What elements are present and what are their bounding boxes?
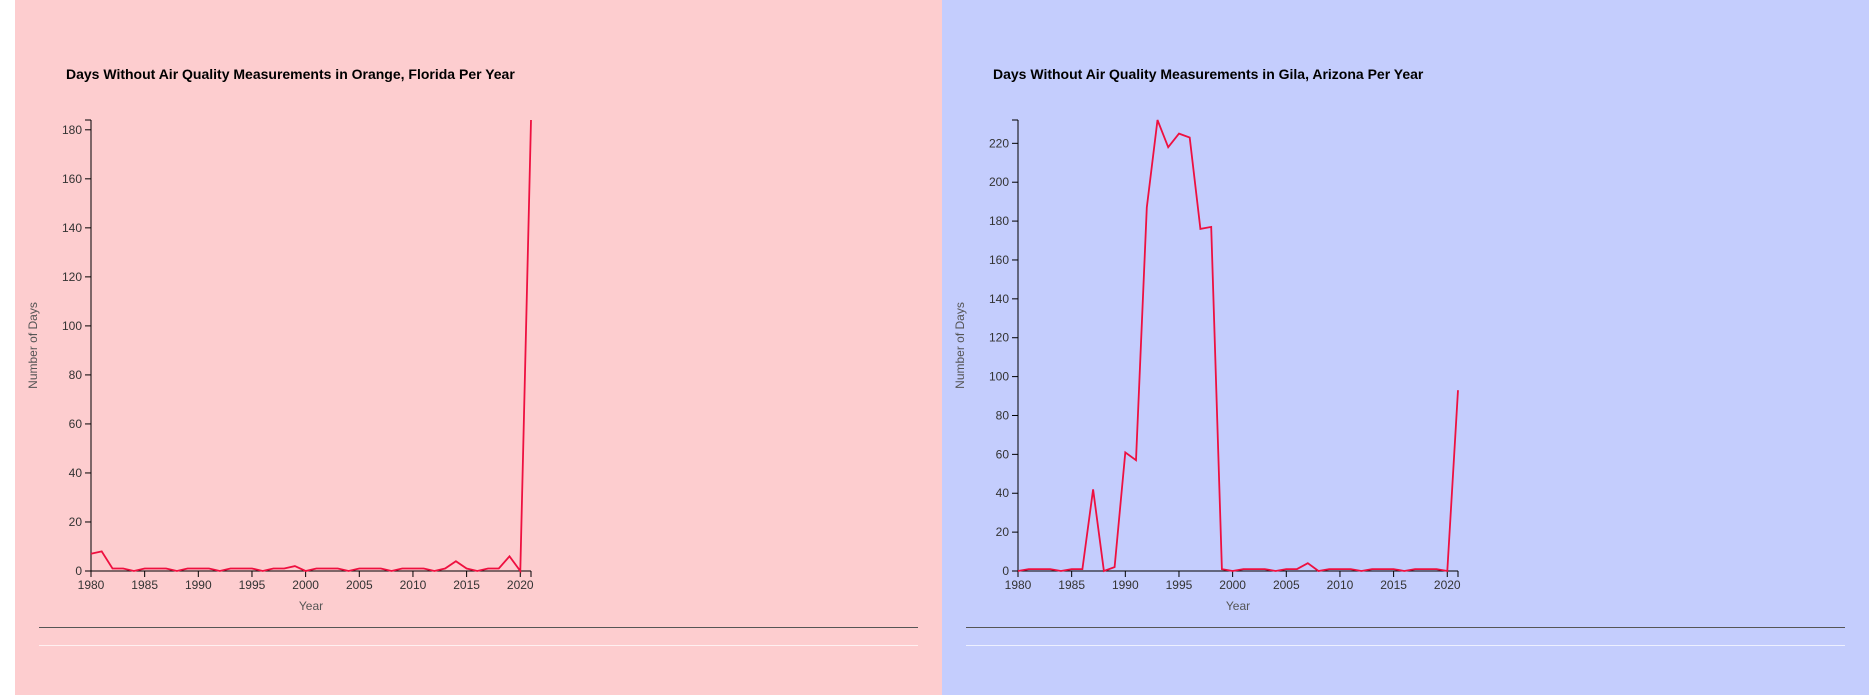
y-tick-label: 200 <box>989 175 1009 189</box>
chart-panel-gila: Days Without Air Quality Measurements in… <box>942 0 1869 695</box>
divider <box>39 627 918 628</box>
x-tick-label: 1985 <box>131 578 158 592</box>
y-tick-label: 180 <box>989 214 1009 228</box>
x-tick-label: 1980 <box>1005 578 1032 592</box>
y-tick-label: 40 <box>69 466 83 480</box>
y-tick-label: 160 <box>989 253 1009 267</box>
data-line <box>90 119 532 574</box>
x-tick-label: 1995 <box>239 578 266 592</box>
y-tick-label: 0 <box>75 564 82 578</box>
y-tick-label: 140 <box>62 221 82 235</box>
x-tick-label: 2000 <box>292 578 319 592</box>
y-tick-label: 60 <box>996 447 1010 461</box>
data-line <box>1017 119 1459 573</box>
y-tick-label: 220 <box>989 136 1009 150</box>
y-tick-label: 120 <box>62 270 82 284</box>
x-axis-label: Year <box>1226 599 1250 613</box>
y-tick-label: 180 <box>62 123 82 137</box>
x-axis-label: Year <box>299 599 323 613</box>
divider-light <box>39 645 918 646</box>
x-tick-label: 2005 <box>346 578 373 592</box>
y-tick-label: 80 <box>69 368 83 382</box>
x-tick-label: 2015 <box>1380 578 1407 592</box>
y-tick-label: 20 <box>996 525 1010 539</box>
y-tick-label: 100 <box>989 370 1009 384</box>
y-tick-label: 100 <box>62 319 82 333</box>
chart-title: Days Without Air Quality Measurements in… <box>66 66 515 82</box>
y-tick-label: 140 <box>989 292 1009 306</box>
y-tick-label: 20 <box>69 515 83 529</box>
y-tick-label: 60 <box>69 417 83 431</box>
x-tick-label: 1990 <box>185 578 212 592</box>
x-tick-label: 1980 <box>78 578 105 592</box>
x-tick-label: 1995 <box>1166 578 1193 592</box>
y-tick-label: 80 <box>996 408 1010 422</box>
x-tick-label: 2005 <box>1273 578 1300 592</box>
x-tick-label: 2020 <box>1434 578 1461 592</box>
x-tick-label: 2015 <box>453 578 480 592</box>
divider-light <box>966 645 1845 646</box>
y-tick-label: 40 <box>996 486 1010 500</box>
x-tick-label: 2020 <box>507 578 534 592</box>
x-tick-label: 2010 <box>400 578 427 592</box>
y-tick-label: 0 <box>1002 564 1009 578</box>
y-tick-label: 160 <box>62 172 82 186</box>
y-tick-label: 120 <box>989 331 1009 345</box>
line-chart-gila: 0 20 40 60 80 100 120 140 160 180 200 220 1980 1985 19… <box>953 119 1461 613</box>
y-axis-label: Number of Days <box>26 302 40 389</box>
divider <box>966 627 1845 628</box>
x-tick-label: 2010 <box>1327 578 1354 592</box>
x-tick-label: 2000 <box>1219 578 1246 592</box>
chart-title: Days Without Air Quality Measurements in… <box>993 66 1424 82</box>
x-tick-label: 1990 <box>1112 578 1139 592</box>
chart-panel-orange: Days Without Air Quality Measurements in… <box>15 0 942 695</box>
x-tick-label: 1985 <box>1058 578 1085 592</box>
line-chart-orange: 0 20 40 60 80 100 120 140 160 180 1980 1985 1990 1995… <box>26 119 534 613</box>
y-axis-label: Number of Days <box>953 302 967 389</box>
